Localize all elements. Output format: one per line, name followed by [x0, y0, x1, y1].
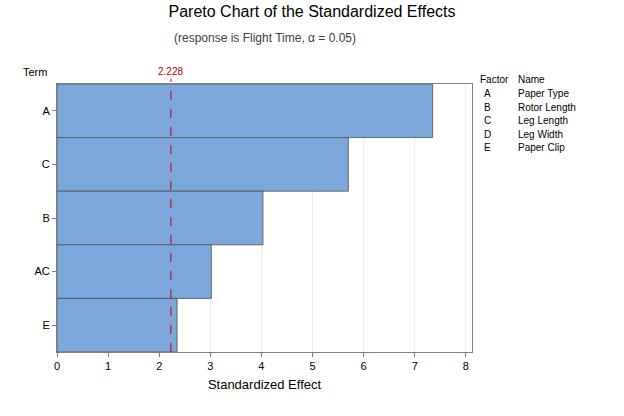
svg-text:3: 3 — [207, 360, 213, 372]
svg-text:Leg Length: Leg Length — [518, 115, 568, 126]
svg-text:Standardized Effect: Standardized Effect — [208, 377, 322, 392]
svg-text:(response is Flight Time, α =: (response is Flight Time, α = 0.05) — [174, 31, 356, 45]
svg-text:8: 8 — [463, 360, 469, 372]
svg-text:Term: Term — [23, 66, 47, 78]
svg-text:D: D — [484, 129, 491, 140]
svg-text:0: 0 — [54, 360, 60, 372]
svg-text:2: 2 — [156, 360, 162, 372]
svg-text:C: C — [42, 158, 50, 170]
svg-text:E: E — [484, 142, 491, 153]
svg-text:5: 5 — [309, 360, 315, 372]
svg-text:2.228: 2.228 — [158, 66, 183, 77]
svg-text:1: 1 — [105, 360, 111, 372]
svg-text:E: E — [42, 319, 49, 331]
svg-text:AC: AC — [35, 265, 50, 277]
svg-text:A: A — [484, 88, 491, 99]
svg-text:Rotor Length: Rotor Length — [518, 102, 576, 113]
svg-text:6: 6 — [361, 360, 367, 372]
svg-text:Paper Clip: Paper Clip — [518, 142, 565, 153]
svg-text:A: A — [42, 105, 50, 117]
svg-text:B: B — [42, 212, 49, 224]
svg-text:Factor: Factor — [480, 74, 509, 85]
svg-text:Paper Type: Paper Type — [518, 88, 569, 99]
svg-text:C: C — [484, 115, 491, 126]
svg-text:Leg Width: Leg Width — [518, 129, 563, 140]
svg-text:Name: Name — [518, 74, 545, 85]
svg-text:Pareto Chart of the Standardiz: Pareto Chart of the Standardized Effects — [169, 3, 456, 20]
svg-text:4: 4 — [258, 360, 264, 372]
svg-text:7: 7 — [412, 360, 418, 372]
svg-text:B: B — [484, 102, 491, 113]
